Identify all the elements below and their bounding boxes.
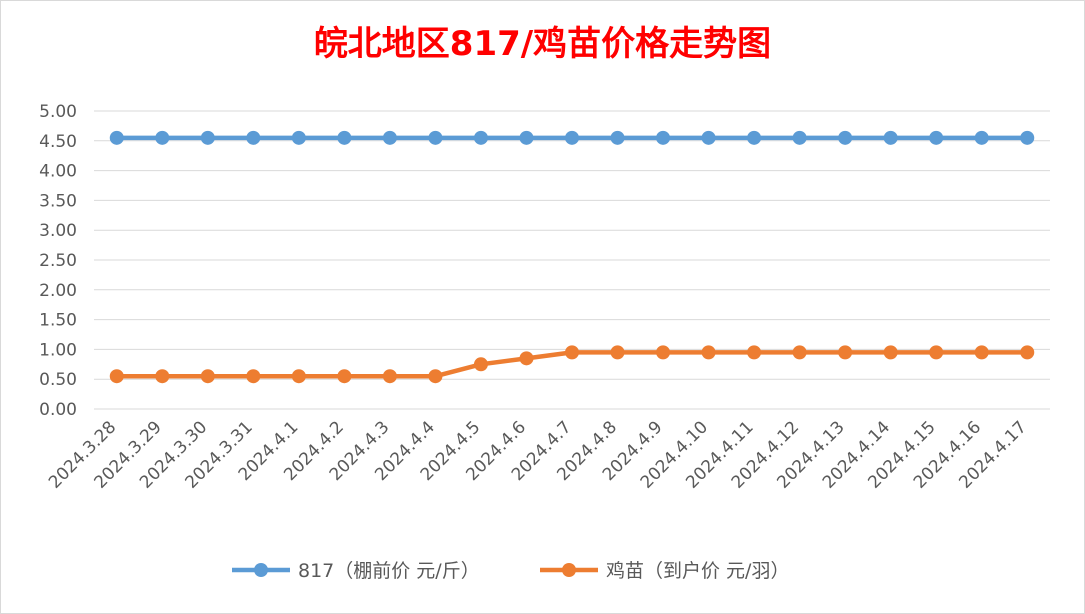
data-point <box>1020 345 1035 360</box>
y-tick-label: 2.00 <box>39 281 77 301</box>
data-point <box>656 130 671 145</box>
data-point <box>246 369 261 384</box>
y-tick-label: 0.00 <box>39 400 77 420</box>
data-point <box>473 130 488 145</box>
y-tick-label: 0.50 <box>39 370 77 390</box>
data-point <box>109 369 124 384</box>
data-point <box>519 130 534 145</box>
data-point <box>974 345 989 360</box>
legend-label: 鸡苗（到户价 元/羽） <box>606 560 789 582</box>
data-point <box>291 369 306 384</box>
data-point <box>929 130 944 145</box>
data-point <box>883 130 898 145</box>
data-point <box>382 369 397 384</box>
data-point <box>291 130 306 145</box>
data-point <box>974 130 989 145</box>
data-point <box>747 130 762 145</box>
y-tick-label: 1.50 <box>39 311 77 331</box>
y-tick-label: 4.00 <box>39 162 77 182</box>
data-point <box>337 369 352 384</box>
data-point <box>428 369 443 384</box>
data-point <box>883 345 898 360</box>
y-tick-label: 3.00 <box>39 221 77 241</box>
legend-marker <box>562 563 576 577</box>
y-tick-label: 1.00 <box>39 340 77 360</box>
data-point <box>200 130 215 145</box>
data-point <box>382 130 397 145</box>
data-point <box>610 345 625 360</box>
data-point <box>519 351 534 366</box>
data-point <box>929 345 944 360</box>
legend-label: 817（棚前价 元/斤） <box>298 560 480 582</box>
data-point <box>656 345 671 360</box>
data-point <box>109 130 124 145</box>
y-tick-label: 3.50 <box>39 191 77 211</box>
data-point <box>200 369 215 384</box>
data-point <box>838 130 853 145</box>
data-point <box>701 345 716 360</box>
data-point <box>155 130 170 145</box>
data-point <box>792 345 807 360</box>
y-tick-label: 5.00 <box>39 102 77 122</box>
data-point <box>428 130 443 145</box>
data-point <box>1020 130 1035 145</box>
data-point <box>838 345 853 360</box>
legend-marker <box>254 563 268 577</box>
data-point <box>155 369 170 384</box>
y-tick-label: 2.50 <box>39 251 77 271</box>
data-point <box>701 130 716 145</box>
data-point <box>565 130 579 145</box>
data-point <box>473 357 488 372</box>
data-point <box>747 345 762 360</box>
data-point <box>337 130 352 145</box>
data-point <box>610 130 625 145</box>
data-point <box>565 345 579 360</box>
chart-title: 皖北地区817/鸡苗价格走势图 <box>313 24 772 64</box>
y-tick-label: 4.50 <box>39 132 77 152</box>
data-point <box>246 130 261 145</box>
data-point <box>792 130 807 145</box>
